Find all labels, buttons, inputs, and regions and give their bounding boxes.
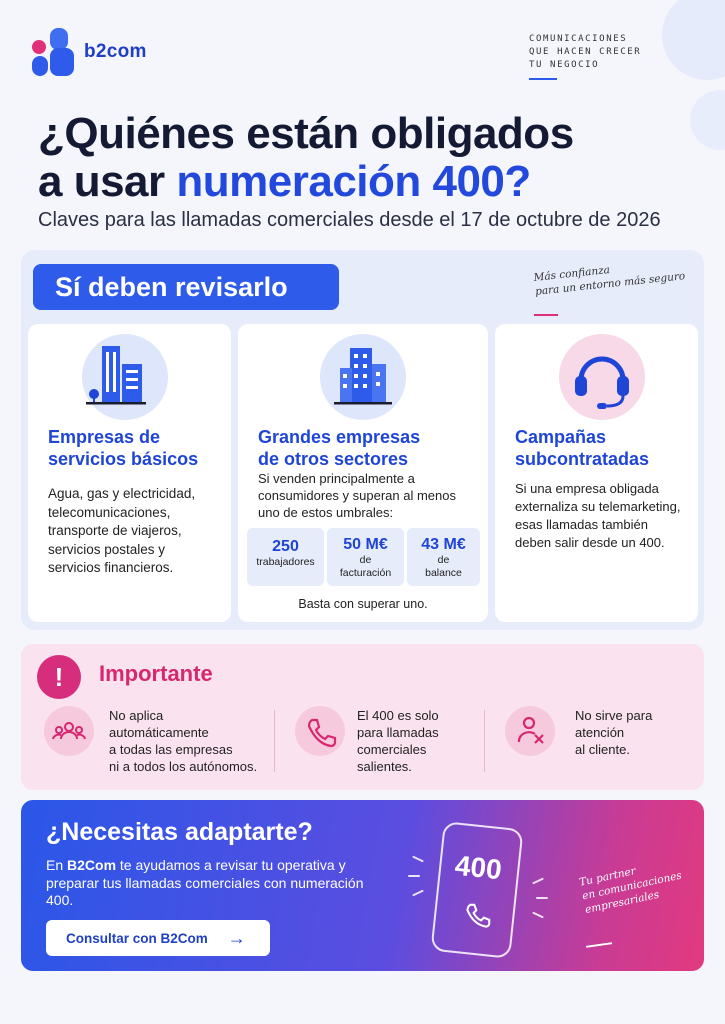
phone-number-400: 400: [453, 849, 504, 886]
important-text-line: para llamadas: [357, 725, 439, 740]
title-line-1: ¿Quiénes están obligados: [38, 109, 574, 158]
card-body-line: Si venden principalmente a: [258, 471, 415, 486]
important-text-line: salientes.: [357, 759, 412, 774]
card-title: Campañas subcontratadas: [515, 426, 649, 470]
card-body-line: consumidores y superan al menos: [258, 488, 456, 503]
card-body-line: Si una empresa obligada: [515, 481, 659, 496]
card-body-line: servicios postales y: [48, 541, 166, 557]
smartphone-illustration: [430, 821, 524, 959]
tagline-line: COMUNICACIONES: [529, 34, 628, 44]
stat-value: 50 M€: [343, 536, 388, 553]
call-icon: [460, 898, 494, 937]
title-plain: a usar: [38, 157, 177, 206]
card-title: Empresas de servicios básicos: [48, 426, 198, 470]
stat-revenue: 50 M€ de facturación: [327, 528, 404, 586]
decorative-blob: [690, 90, 725, 150]
card-title-line: Grandes empresas: [258, 427, 421, 447]
stat-label: facturación: [339, 567, 392, 579]
cta-body-rest: te ayudamos a revisar tu operativa y pre…: [46, 857, 364, 908]
card-body: Si venden principalmente a consumidores …: [258, 470, 456, 521]
important-text-line: No sirve para: [575, 708, 653, 723]
card-body-line: servicios financieros.: [48, 560, 174, 575]
important-text: No sirve para atención al cliente.: [575, 707, 652, 758]
signal-ray: [408, 875, 420, 877]
card-body: Agua, gas y electricidad, telecomunicaci…: [48, 485, 195, 578]
card-title-line: Empresas de: [48, 427, 161, 447]
important-text-line: al cliente.: [575, 742, 630, 757]
cta-heading: ¿Necesitas adaptarte?: [46, 818, 313, 846]
card-body-line: deben salir desde un 400.: [515, 535, 665, 550]
note-underline: [534, 314, 558, 316]
card-title-line: Campañas: [515, 427, 607, 447]
title-line-2: a usar numeración 400?: [38, 158, 574, 206]
card-body-line: transporte de viajeros,: [48, 523, 182, 538]
stat-value: 43 M€: [421, 536, 466, 553]
consult-button-label: Consultar con B2Com: [66, 930, 208, 946]
card-title: Grandes empresas de otros sectores: [258, 426, 420, 470]
threshold-footnote: Basta con superar uno.: [298, 597, 428, 611]
important-text-line: atención: [575, 725, 625, 740]
phone-icon: [295, 706, 345, 756]
brand-logo[interactable]: b2com: [32, 28, 147, 76]
stat-label: balance: [425, 567, 462, 579]
brand-name: b2com: [84, 41, 147, 62]
important-text-line: No aplica: [109, 708, 164, 723]
important-text-line: automáticamente: [109, 725, 209, 740]
cta-body-brand: B2Com: [67, 857, 117, 873]
card-outsourced-campaigns: Campañas subcontratadas Si una empresa o…: [495, 324, 698, 622]
important-text: El 400 es solo para llamadas comerciales…: [357, 707, 439, 775]
divider: [274, 710, 275, 772]
buildings-icon: [82, 334, 168, 420]
title-accent: numeración 400?: [176, 157, 531, 206]
card-body-line: telecomunicaciones,: [48, 504, 171, 520]
headset-icon: [559, 334, 645, 420]
important-section: [21, 644, 704, 790]
decorative-blob: [662, 0, 725, 80]
page-subtitle: Claves para las llamadas comerciales des…: [38, 209, 661, 231]
card-title-line: servicios básicos: [48, 449, 199, 469]
tagline-line: QUE HACEN CRECER: [529, 47, 642, 57]
important-heading: Importante: [99, 661, 213, 686]
required-heading: Sí deben revisarlo: [33, 264, 339, 310]
important-text-line: a todas las empresas: [109, 742, 233, 757]
page-title: ¿Quiénes están obligados a usar numeraci…: [38, 110, 574, 206]
stat-label: de: [359, 554, 372, 566]
logo-mark-icon: [32, 28, 76, 76]
stat-balance: 43 M€ de balance: [407, 528, 480, 586]
important-text: No aplica automáticamente a todas las em…: [109, 707, 257, 775]
important-text-line: comerciales: [357, 742, 427, 757]
user-x-icon: [505, 706, 555, 756]
card-body-line: Agua, gas y electricidad,: [48, 486, 196, 501]
stat-label: de: [437, 554, 450, 566]
arrow-right-icon: →: [227, 927, 246, 948]
tagline-line: TU NEGOCIO: [529, 60, 600, 70]
stat-employees: 250 trabajadores: [247, 528, 324, 586]
card-title-line: de otros sectores: [258, 449, 409, 469]
office-building-icon: [320, 334, 406, 420]
consult-button[interactable]: Consultar con B2Com →: [46, 920, 270, 956]
important-text-line: ni a todos los autónomos.: [109, 759, 258, 774]
tagline-underline: [529, 78, 557, 80]
exclamation-icon: !: [37, 655, 81, 699]
card-title-line: subcontratadas: [515, 449, 650, 469]
card-body-line: externaliza su telemarketing,: [515, 499, 681, 514]
brand-tagline: COMUNICACIONES QUE HACEN CRECER TU NEGOC…: [529, 33, 641, 80]
cta-body-prefix: En: [46, 857, 68, 873]
divider: [484, 710, 485, 772]
cta-body: En B2Com te ayudamos a revisar tu operat…: [46, 857, 391, 910]
stat-label: trabajadores: [256, 556, 315, 568]
card-body: Si una empresa obligada externaliza su t…: [515, 480, 680, 552]
stat-value: 250: [272, 538, 299, 555]
card-body-line: uno de estos umbrales:: [258, 505, 394, 520]
card-body-line: esas llamadas también: [515, 517, 648, 532]
important-text-line: El 400 es solo: [357, 708, 439, 723]
group-icon: [44, 706, 94, 756]
card-basic-services: Empresas de servicios básicos Agua, gas …: [28, 324, 231, 622]
signal-ray: [536, 897, 548, 899]
